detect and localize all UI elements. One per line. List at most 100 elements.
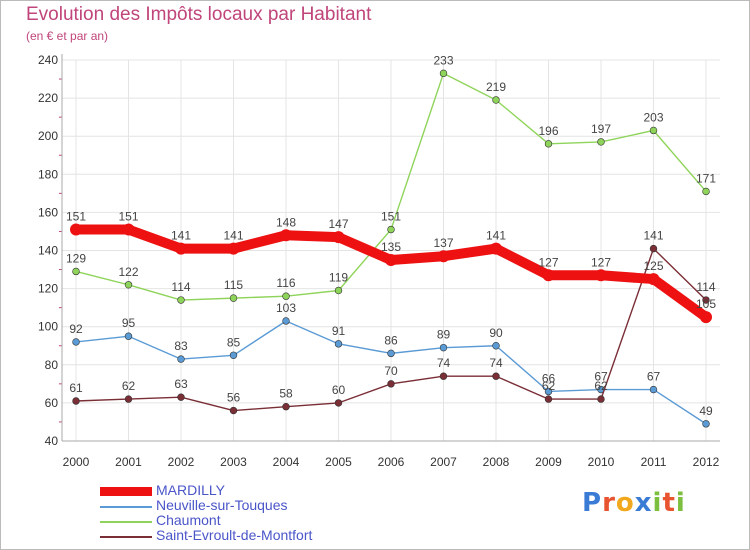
data-label-2: 119 <box>329 271 348 285</box>
data-label-0: 127 <box>591 255 611 269</box>
data-label-1: 89 <box>437 328 451 342</box>
series-point-2 <box>229 294 238 302</box>
chart-subtitle: (en € et par an) <box>26 29 109 43</box>
x-tick-label: 2008 <box>483 455 510 469</box>
data-label-0: 141 <box>223 229 243 243</box>
series-point-3 <box>282 403 290 411</box>
series-point-0 <box>542 269 555 282</box>
series-point-0 <box>595 269 607 282</box>
series-point-0 <box>490 242 502 255</box>
series-point-3 <box>649 244 658 253</box>
y-tick-label: 80 <box>45 358 59 372</box>
data-label-0: 141 <box>486 229 506 243</box>
data-label-2: 116 <box>276 276 295 290</box>
data-label-3: 60 <box>332 383 346 397</box>
data-label-2: 122 <box>118 265 138 279</box>
legend-label: Chaumont <box>156 512 221 528</box>
series-point-3 <box>544 395 553 403</box>
y-tick-label: 160 <box>38 205 58 219</box>
series-point-1 <box>544 387 553 396</box>
series-point-1 <box>282 317 290 325</box>
series-point-3 <box>387 380 395 388</box>
series-point-2 <box>492 96 500 104</box>
data-label-3: 62 <box>594 379 608 393</box>
data-label-1: 91 <box>332 324 346 338</box>
data-label-0: 147 <box>328 217 348 231</box>
series-point-1 <box>492 342 500 350</box>
series-point-0 <box>227 242 240 255</box>
series-point-2 <box>177 296 185 304</box>
legend-label: Saint-Evroult-de-Montfort <box>156 527 313 543</box>
data-label-0: 127 <box>538 255 558 269</box>
data-label-1: 92 <box>69 322 83 336</box>
chart-title: Evolution des Impôts locaux par Habitant <box>26 4 372 25</box>
x-tick-label: 2005 <box>325 455 352 469</box>
data-label-0: 125 <box>643 259 663 273</box>
legend-swatch <box>100 521 152 523</box>
legend-swatch <box>100 506 152 508</box>
series-point-0 <box>385 254 397 267</box>
series-point-0 <box>70 223 82 236</box>
data-label-3: 114 <box>696 280 715 294</box>
legend-swatch <box>100 487 152 496</box>
data-label-1: 83 <box>174 339 188 353</box>
series-point-2 <box>124 281 133 289</box>
data-label-0: 137 <box>433 236 453 250</box>
data-label-0: 135 <box>381 240 401 254</box>
data-label-3: 74 <box>437 356 451 370</box>
proxiti-logo: Proxiti <box>582 488 686 518</box>
series-point-3 <box>492 372 500 380</box>
data-label-3: 63 <box>174 377 188 391</box>
data-label-1: 67 <box>594 370 608 384</box>
data-label-1: 49 <box>699 404 713 418</box>
data-label-2: 114 <box>171 280 190 294</box>
data-label-3: 62 <box>122 379 136 393</box>
legend-label: Neuville-sur-Touques <box>156 497 288 513</box>
y-tick-label: 140 <box>38 244 58 258</box>
data-label-3: 70 <box>384 364 398 378</box>
x-tick-label: 2009 <box>535 455 562 469</box>
data-label-0: 105 <box>696 297 716 311</box>
data-label-3: 61 <box>69 381 83 395</box>
series-point-2 <box>544 140 553 148</box>
legend-label: MARDILLY <box>156 482 225 498</box>
series-point-3 <box>702 296 710 304</box>
data-label-1: 90 <box>489 326 503 340</box>
data-label-1: 85 <box>227 335 241 349</box>
data-label-2: 196 <box>538 124 558 138</box>
series-point-3 <box>177 393 185 401</box>
data-label-2: 233 <box>433 53 453 67</box>
data-label-3: 56 <box>227 391 241 405</box>
logo-letter: x <box>634 488 653 518</box>
y-tick-label: 220 <box>38 91 58 105</box>
logo-letter: P <box>582 488 603 518</box>
y-tick-label: 240 <box>38 53 58 67</box>
data-label-2: 151 <box>381 210 401 224</box>
series-point-1 <box>229 351 238 359</box>
series-point-0 <box>175 242 187 255</box>
series-point-2 <box>334 286 343 295</box>
x-tick-label: 2007 <box>430 455 457 469</box>
x-tick-label: 2002 <box>168 455 195 469</box>
data-label-2: 219 <box>486 80 506 94</box>
data-label-2: 197 <box>591 122 611 136</box>
y-tick-label: 60 <box>45 396 59 410</box>
series-point-1 <box>334 340 343 348</box>
series-point-0 <box>700 311 712 324</box>
series-point-1 <box>124 332 133 340</box>
x-tick-label: 2010 <box>588 455 615 469</box>
y-tick-label: 40 <box>45 434 59 448</box>
legend-swatch <box>100 536 152 538</box>
data-label-0: 151 <box>118 210 138 224</box>
series-point-3 <box>334 399 343 407</box>
x-tick-label: 2012 <box>693 455 720 469</box>
series-point-2 <box>702 187 710 196</box>
logo-letter: r <box>602 488 616 518</box>
data-label-1: 67 <box>647 370 661 384</box>
series-point-0 <box>647 273 660 286</box>
x-tick-label: 2003 <box>220 455 247 469</box>
data-label-3: 74 <box>489 356 503 370</box>
data-label-1: 66 <box>542 371 556 385</box>
y-tick-label: 120 <box>38 282 58 296</box>
